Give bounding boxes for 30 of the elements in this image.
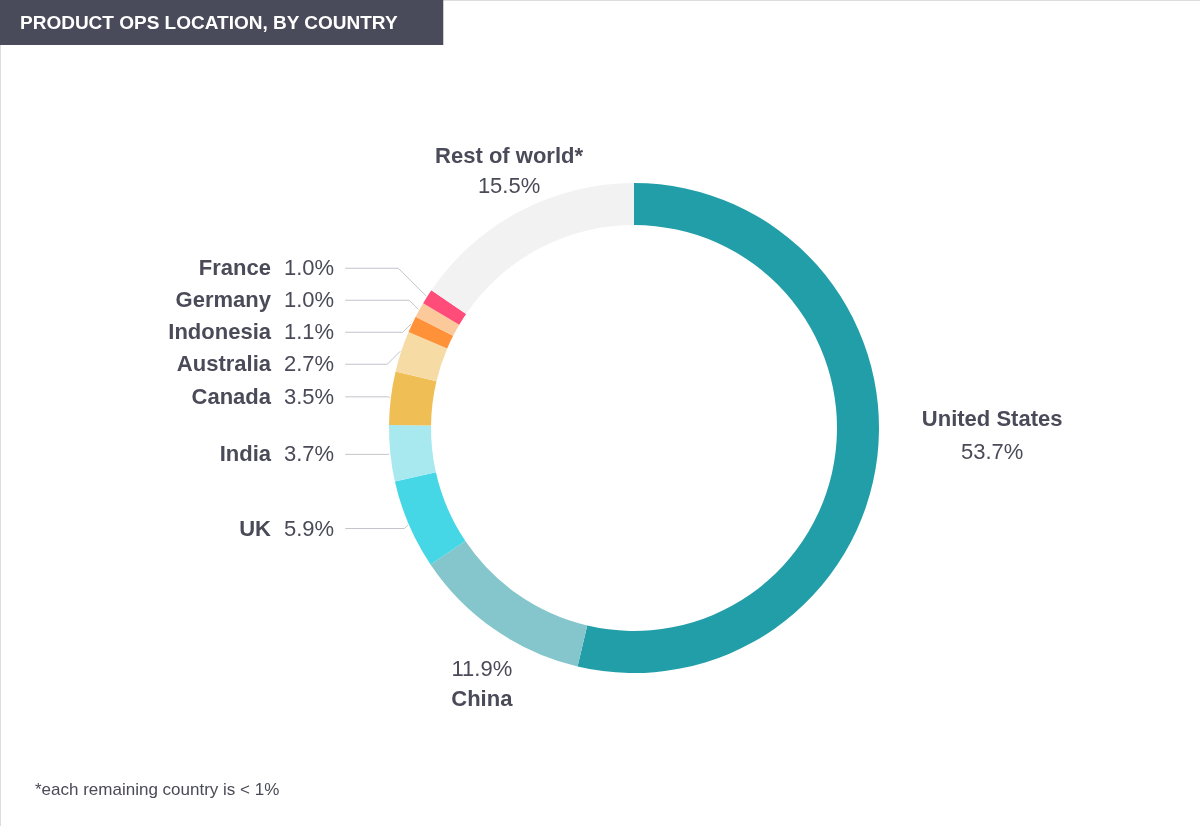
- data-label: 3.5%: [284, 383, 335, 409]
- data-label: 1.0%: [284, 255, 335, 281]
- slice-label: Rest of world*: [435, 143, 584, 169]
- donut-slice: [389, 424, 436, 482]
- text: *each remaining country is < 1%: [35, 780, 280, 799]
- donut-slice: [389, 371, 437, 426]
- donut-slice: [394, 472, 466, 565]
- data-label: 1.0%: [284, 287, 335, 313]
- slice-label: France: [198, 255, 271, 281]
- data-label: 5.9%: [284, 515, 335, 541]
- donut-slice: [423, 290, 467, 325]
- data-label: 3.7%: [284, 441, 335, 467]
- data-label: 2.7%: [284, 351, 335, 377]
- donut-slice: [415, 303, 460, 336]
- data-label: 1.1%: [284, 319, 335, 345]
- slice-label: India: [219, 441, 272, 467]
- slice-label: Germany: [175, 287, 272, 313]
- chart-title: PRODUCT OPS LOCATION, BY COUNTRY: [20, 12, 398, 33]
- donut-slice: [395, 332, 448, 382]
- slice-label: Indonesia: [168, 319, 272, 345]
- slice-label: UK: [239, 515, 272, 541]
- slice-label: Australia: [176, 351, 272, 377]
- slice-label: United States: [921, 405, 1063, 431]
- data-label: 11.9%: [451, 656, 513, 682]
- data-label: 53.7%: [960, 438, 1024, 464]
- donut-slice: [577, 183, 879, 673]
- slice-label: China: [451, 686, 514, 712]
- slice-label: Canada: [191, 383, 272, 409]
- data-label: 15.5%: [477, 173, 541, 199]
- donut-slice: [408, 316, 454, 349]
